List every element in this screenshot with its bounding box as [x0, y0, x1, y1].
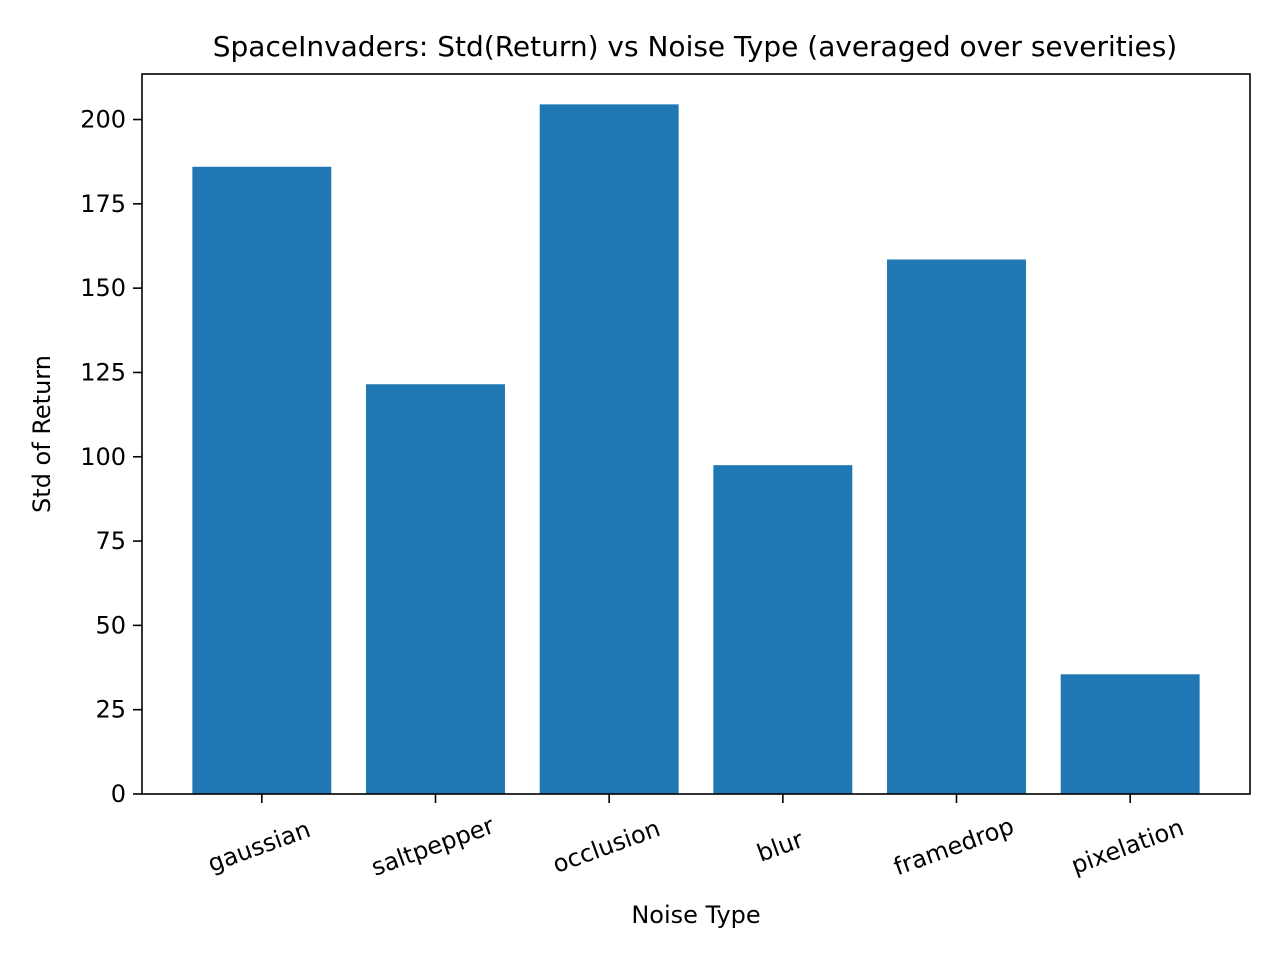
x-tick-label-occlusion: occlusion: [549, 814, 664, 879]
bar-gaussian: [192, 166, 332, 794]
bar-framedrop: [887, 259, 1026, 794]
y-tick-label-175: 175: [80, 190, 126, 218]
y-tick-label-150: 150: [80, 274, 126, 302]
chart-title: SpaceInvaders: Std(Return) vs Noise Type…: [213, 30, 1177, 63]
y-tick-label-25: 25: [95, 696, 126, 724]
x-axis-label: Noise Type: [631, 901, 760, 929]
y-tick-label-75: 75: [95, 527, 126, 555]
bar-pixelation: [1060, 674, 1200, 794]
bar-saltpepper: [366, 384, 505, 794]
y-tick-label-50: 50: [95, 611, 126, 639]
x-tick-label-pixelation: pixelation: [1067, 813, 1187, 879]
bar-group: [192, 104, 1200, 794]
x-tick-label-gaussian: gaussian: [204, 815, 314, 878]
bar-occlusion: [539, 104, 679, 794]
plot-frame: [141, 73, 1251, 795]
y-axis-label: Std of Return: [28, 355, 56, 513]
bar-blur: [713, 465, 853, 794]
x-tick-label-saltpepper: saltpepper: [368, 811, 498, 881]
y-tick-label-0: 0: [111, 780, 126, 808]
y-axis-ticks: 0 25 50 75 100 125 150 175 200: [80, 106, 142, 808]
y-tick-label-100: 100: [80, 443, 126, 471]
x-tick-label-blur: blur: [753, 825, 807, 867]
y-tick-label-125: 125: [80, 358, 126, 386]
x-axis-ticks: gaussian saltpepper occlusion blur framedrop…: [204, 794, 1187, 882]
y-tick-label-200: 200: [80, 106, 126, 134]
x-tick-label-framedrop: framedrop: [890, 812, 1018, 881]
